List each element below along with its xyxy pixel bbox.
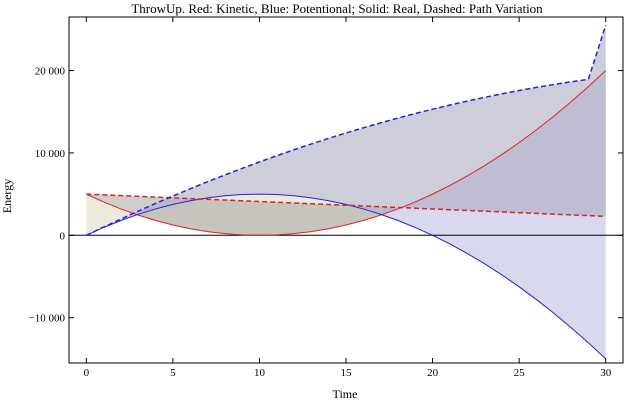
fill-between-kinetic	[86, 70, 606, 236]
fill-between-potential	[86, 25, 606, 359]
x-tick-label-4: 20	[427, 367, 439, 379]
x-tick-label-5: 25	[514, 367, 526, 379]
y-axis-label: Energy	[0, 179, 14, 213]
y-tick-label-2: 10 000	[35, 148, 66, 160]
x-tick-label-2: 10	[254, 367, 266, 379]
x-tick-label-1: 5	[170, 367, 176, 379]
chart-title: ThrowUp. Red: Kinetic, Blue: Potentional…	[131, 1, 543, 16]
x-axis-label: Time	[333, 387, 358, 401]
fill-potential-path-to-kinetic	[86, 25, 606, 236]
series-line-3	[85, 25, 607, 236]
x-tick-label-0: 0	[84, 367, 90, 379]
x-tick-label-3: 15	[341, 367, 353, 379]
series-line-1	[86, 193, 607, 360]
y-tick-label-3: 20 000	[35, 66, 66, 78]
x-tick-label-6: 30	[600, 367, 612, 379]
plot-area: 0 5 10 15 20 25 30 −10 000 0 10 000 20 000	[29, 16, 624, 379]
series-line-0	[86, 70, 607, 236]
y-tick-label-1: 0	[60, 230, 66, 242]
series-line-2	[86, 193, 606, 218]
y-tick-label-0: −10 000	[29, 313, 66, 325]
